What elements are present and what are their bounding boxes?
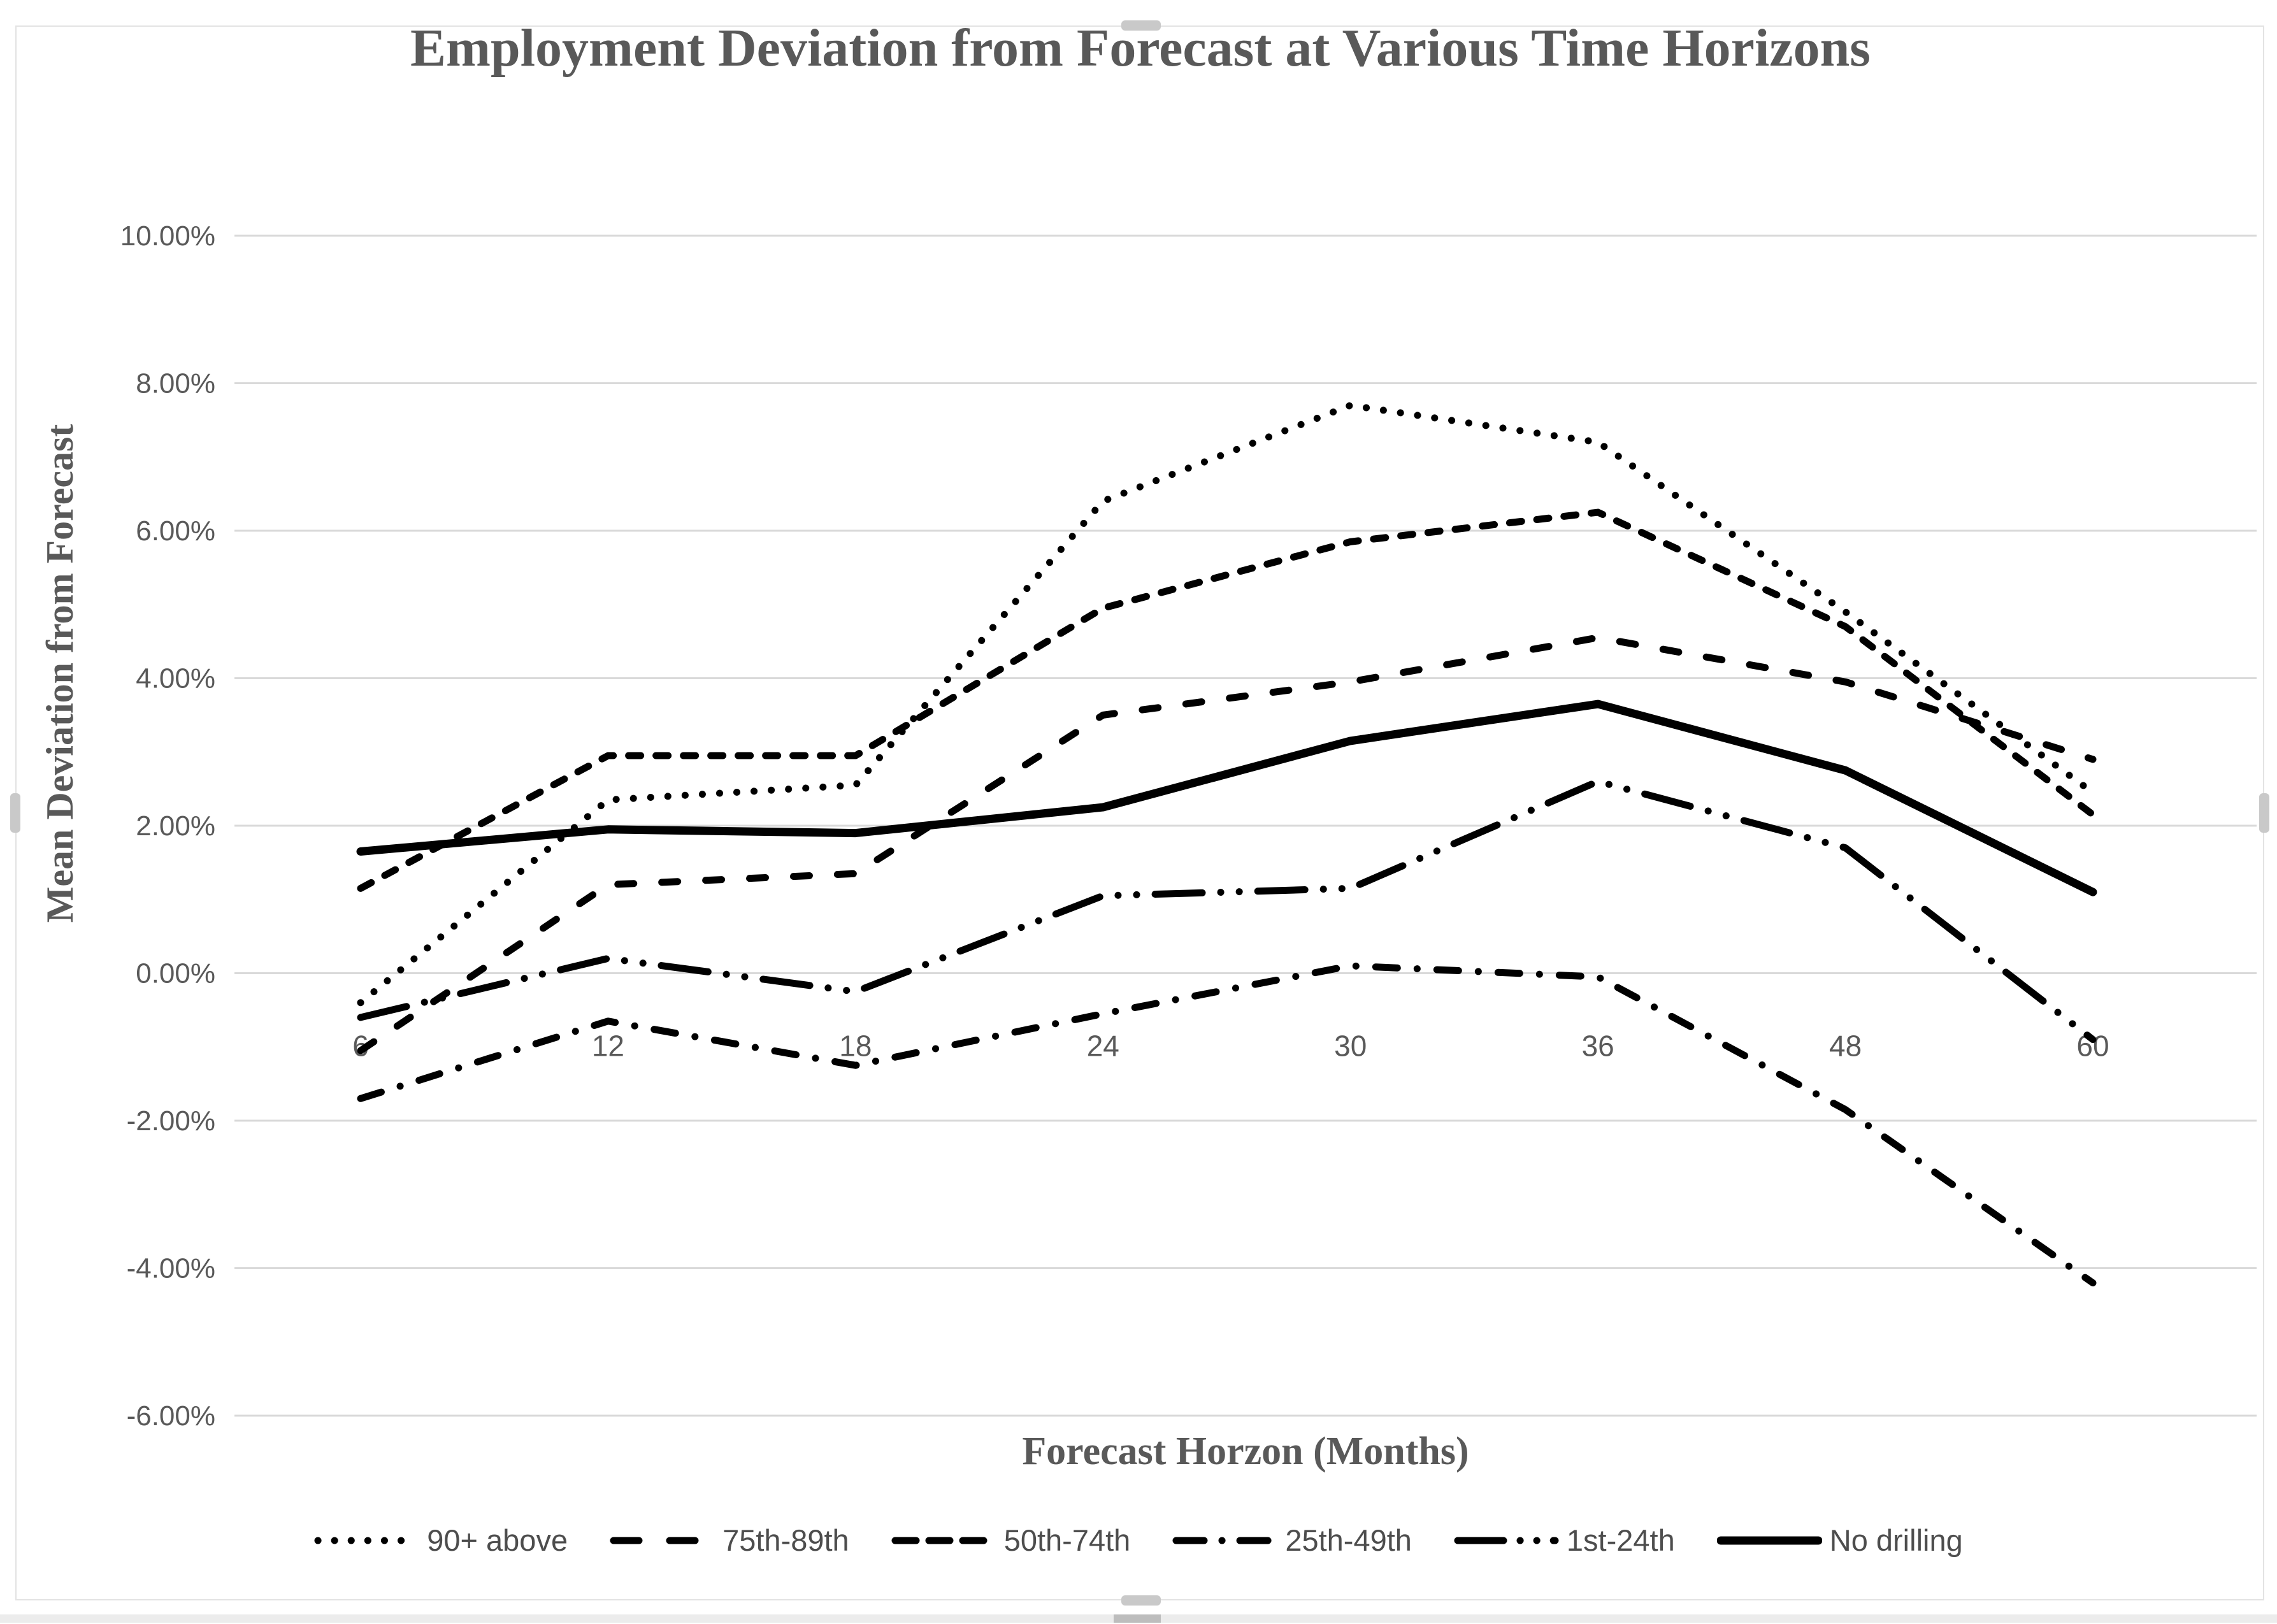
- series-line-25th-49th[interactable]: [357, 962, 2097, 1287]
- selection-handle-left[interactable]: [10, 793, 20, 833]
- selection-handle-bottom[interactable]: [1121, 1595, 1161, 1606]
- y-tick-label: -4.00%: [127, 1253, 215, 1284]
- x-axis-title: Forecast Horzon (Months): [1022, 1430, 1469, 1473]
- x-tick-label: 60: [2076, 1030, 2109, 1063]
- legend-line-swatch-dash-icon: [891, 1537, 996, 1544]
- series-line-90+-above[interactable]: [357, 401, 2097, 1007]
- legend-line-swatch-long-dash-dot-dot-icon: [1454, 1537, 1559, 1544]
- selection-handle-top[interactable]: [1121, 20, 1161, 31]
- legend-item-1st-24th[interactable]: 1st-24th: [1454, 1523, 1675, 1558]
- horizontal-scrollbar-track[interactable]: [0, 1614, 2277, 1623]
- legend[interactable]: 90+ above 75th-89th 50th-74th 25th-49th 1st-…: [0, 1523, 2277, 1558]
- legend-line-swatch-dash-dot-icon: [1172, 1537, 1277, 1544]
- selection-handle-right[interactable]: [2259, 793, 2269, 833]
- series-line-50th-74th[interactable]: [357, 508, 2097, 892]
- y-tick-label: 10.00%: [120, 220, 215, 252]
- legend-line-swatch-solid-icon: [1716, 1536, 1822, 1544]
- y-tick-label: 0.00%: [136, 958, 215, 989]
- legend-line-swatch-dotted-icon: [314, 1537, 419, 1544]
- legend-label: 1st-24th: [1566, 1523, 1675, 1557]
- legend-item-25th-49th[interactable]: 25th-49th: [1172, 1523, 1412, 1558]
- legend-label: No drilling: [1829, 1523, 1963, 1557]
- x-tick-label: 24: [1087, 1030, 1119, 1063]
- y-tick-label: -6.00%: [127, 1400, 215, 1432]
- series-line-no-drilling[interactable]: [356, 700, 2097, 896]
- legend-label: 25th-49th: [1285, 1523, 1412, 1557]
- y-tick-label: 2.00%: [136, 810, 215, 842]
- x-tick-label: 18: [839, 1030, 872, 1063]
- y-tick-label: 4.00%: [136, 663, 215, 694]
- legend-label: 75th-89th: [722, 1523, 849, 1557]
- legend-item-no-drilling[interactable]: No drilling: [1716, 1523, 1963, 1558]
- y-tick-label: 6.00%: [136, 515, 215, 547]
- legend-line-swatch-long-dash-icon: [610, 1537, 715, 1544]
- series-line-1st-24th[interactable]: [357, 778, 2097, 1044]
- x-tick-label: 12: [592, 1030, 624, 1063]
- x-tick-label: 36: [1582, 1030, 1614, 1063]
- legend-item-50th-74th[interactable]: 50th-74th: [891, 1523, 1131, 1558]
- y-axis-title: Mean Deviation from Forecast: [39, 424, 81, 923]
- series-line-75th-89th[interactable]: [357, 634, 2097, 1054]
- chart-area-border[interactable]: [15, 25, 2264, 1600]
- x-tick-label: 48: [1829, 1030, 1862, 1063]
- x-tick-label: 30: [1334, 1030, 1367, 1063]
- horizontal-scrollbar-thumb[interactable]: [1114, 1614, 1161, 1623]
- y-tick-label: 8.00%: [136, 368, 215, 399]
- legend-label: 50th-74th: [1003, 1523, 1131, 1557]
- legend-item-90+-above[interactable]: 90+ above: [314, 1523, 568, 1558]
- legend-label: 90+ above: [427, 1523, 568, 1557]
- y-tick-label: -2.00%: [127, 1105, 215, 1137]
- legend-item-75th-89th[interactable]: 75th-89th: [610, 1523, 849, 1558]
